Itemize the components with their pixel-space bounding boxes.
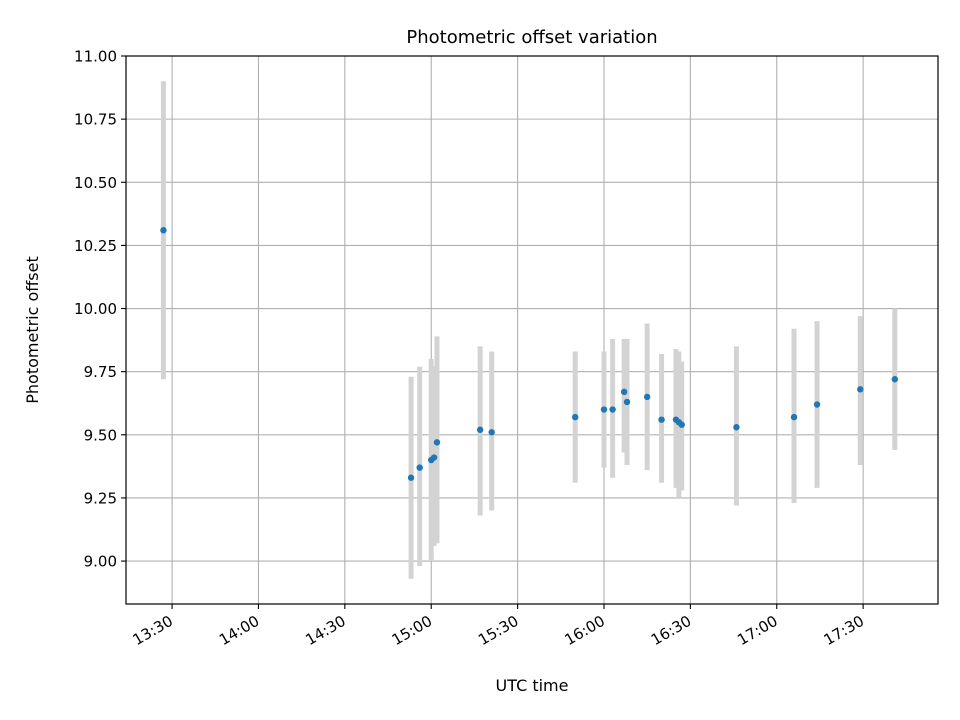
data-point bbox=[488, 429, 495, 436]
data-point bbox=[571, 413, 579, 421]
data-point bbox=[643, 393, 651, 401]
data-point bbox=[476, 426, 484, 433]
y-tick-label: 9.50 bbox=[84, 426, 117, 444]
data-point bbox=[433, 439, 441, 446]
data-point bbox=[857, 386, 864, 393]
data-point bbox=[678, 421, 685, 428]
data-point bbox=[891, 376, 899, 383]
data-point bbox=[623, 398, 631, 406]
y-axis-ticks: 9.00 9.25 9.50 9.75 10.00 10.25 10.50 10.75 11.0… bbox=[74, 48, 126, 571]
data-points bbox=[160, 227, 899, 481]
data-point bbox=[733, 424, 740, 431]
y-tick-label: 11.00 bbox=[74, 48, 117, 66]
y-tick-label: 10.00 bbox=[74, 300, 117, 318]
chart-title: Photometric offset variation bbox=[406, 27, 657, 48]
y-tick-label: 10.75 bbox=[74, 111, 117, 129]
data-point bbox=[790, 413, 798, 421]
data-point bbox=[416, 464, 423, 471]
y-tick-label: 9.25 bbox=[84, 489, 117, 507]
data-point bbox=[407, 474, 415, 481]
plot-frame bbox=[125, 55, 939, 605]
y-tick-label: 10.50 bbox=[74, 174, 117, 192]
y-axis-title: Photometric offset bbox=[23, 256, 42, 404]
data-point bbox=[160, 227, 167, 234]
data-point bbox=[813, 401, 821, 408]
y-tick-label: 10.25 bbox=[74, 237, 117, 255]
x-axis-title: UTC time bbox=[496, 676, 569, 695]
data-point bbox=[430, 454, 438, 461]
y-tick-label: 9.75 bbox=[84, 363, 117, 381]
data-point bbox=[609, 406, 616, 413]
y-tick-label: 9.00 bbox=[84, 553, 117, 571]
data-point bbox=[658, 416, 665, 423]
data-point bbox=[620, 388, 628, 396]
data-point bbox=[600, 406, 608, 413]
